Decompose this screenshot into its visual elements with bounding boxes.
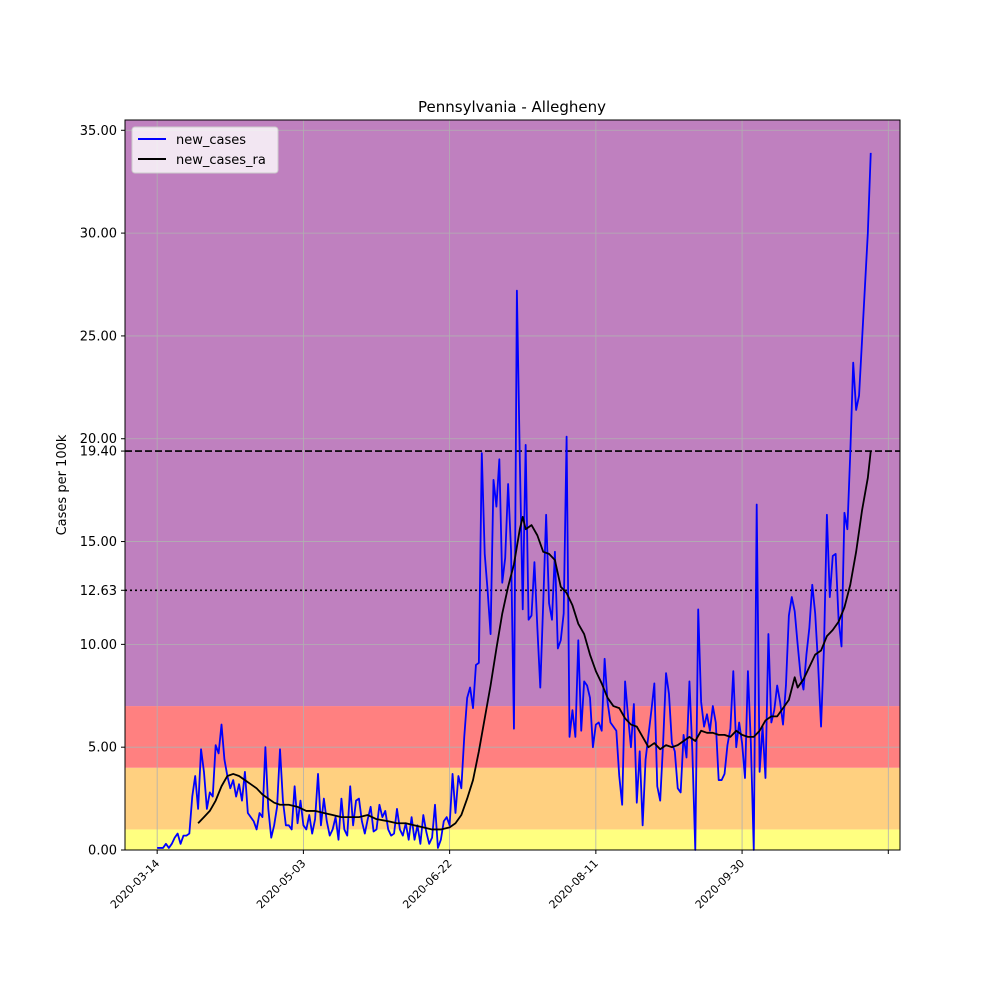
y-tick-label: 15.00	[80, 535, 117, 550]
x-tick-label: 2020-03-14	[108, 857, 162, 911]
y-tick-label: 35.00	[80, 124, 117, 139]
y-tick-label: 12.63	[80, 584, 117, 599]
y-axis-label: Cases per 100k	[55, 434, 70, 535]
legend-label-new-cases: new_cases	[176, 133, 246, 148]
y-tick-label: 25.00	[80, 329, 117, 344]
series-line-new-cases-ra	[197, 450, 872, 831]
y-tick-label: 10.00	[80, 638, 117, 653]
chart-title: Pennsylvania - Allegheny	[418, 98, 606, 116]
risk-bands	[125, 120, 900, 850]
x-tick-label: 2020-06-22	[400, 857, 454, 911]
y-tick-label: 5.00	[88, 741, 117, 756]
legend-label-new-cases-ra: new_cases_ra	[176, 153, 266, 168]
legend: new_cases new_cases_ra	[131, 126, 279, 174]
legend-box	[131, 126, 279, 174]
x-tick-label: 2020-08-11	[547, 857, 601, 911]
x-tick-label: 2020-09-30	[693, 857, 747, 911]
series-line-new-cases	[157, 152, 872, 851]
y-tick-label: 30.00	[80, 227, 117, 242]
y-tick-label: 0.00	[88, 844, 117, 859]
band-0	[125, 829, 900, 850]
plot-frame	[124, 119, 901, 851]
y-tick-label: 19.40	[80, 445, 117, 460]
reference-lines	[125, 450, 900, 592]
x-axis: 2020-03-14 2020-05-03 2020-06-22 2020-08-11…	[108, 850, 889, 911]
y-tick-label: 20.00	[80, 432, 117, 447]
grid-lines	[125, 120, 900, 851]
band-1	[125, 767, 900, 830]
x-tick-label: 2020-05-03	[254, 857, 308, 911]
series-lines	[157, 152, 872, 851]
